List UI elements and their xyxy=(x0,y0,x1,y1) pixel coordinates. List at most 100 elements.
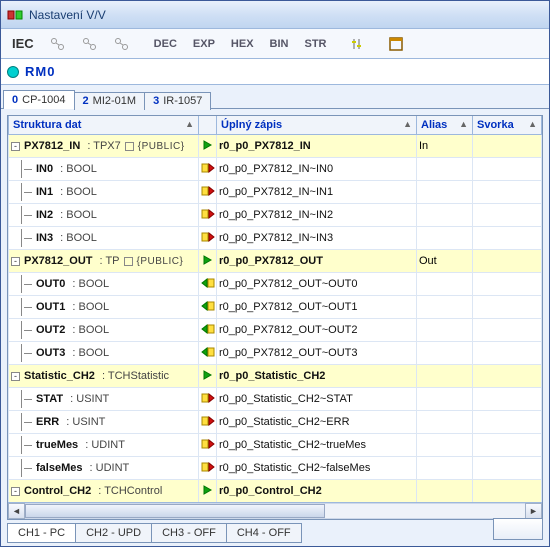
link2-icon[interactable] xyxy=(75,33,105,55)
expander-icon[interactable]: - xyxy=(11,487,20,496)
alias-cell[interactable]: Out xyxy=(417,250,473,273)
expander-icon[interactable]: - xyxy=(11,372,20,381)
node-type: : BOOL xyxy=(57,163,97,175)
terminal-cell[interactable] xyxy=(473,480,542,503)
col-terminal[interactable]: Svorka▲ xyxy=(473,116,542,135)
exp-button[interactable]: EXP xyxy=(186,33,222,55)
expander-icon[interactable]: - xyxy=(11,257,20,266)
leaf-row[interactable]: IN2 : BOOLr0_p0_PX7812_IN~IN2 xyxy=(9,204,542,227)
direction-icon xyxy=(199,411,217,434)
node-name: IN2 xyxy=(36,209,53,221)
public-checkbox[interactable] xyxy=(125,142,134,151)
grid-scroll[interactable]: Struktura dat▲ Úplný zápis▲ Alias▲ Svork… xyxy=(8,116,542,502)
module-tab[interactable]: 0CP-1004 xyxy=(3,90,75,109)
alias-cell[interactable] xyxy=(417,365,473,388)
alias-cell[interactable] xyxy=(417,158,473,181)
grid-header-row: Struktura dat▲ Úplný zápis▲ Alias▲ Svork… xyxy=(9,116,542,135)
leaf-row[interactable]: IN0 : BOOLr0_p0_PX7812_IN~IN0 xyxy=(9,158,542,181)
leaf-row[interactable]: IN1 : BOOLr0_p0_PX7812_IN~IN1 xyxy=(9,181,542,204)
link1-icon[interactable] xyxy=(43,33,73,55)
window-icon[interactable] xyxy=(382,33,410,55)
sliders-icon[interactable] xyxy=(344,33,372,55)
leaf-row[interactable]: OUT2 : BOOLr0_p0_PX7812_OUT~OUT2 xyxy=(9,319,542,342)
scroll-thumb[interactable] xyxy=(25,504,325,518)
leaf-row[interactable]: OUT0 : BOOLr0_p0_PX7812_OUT~OUT0 xyxy=(9,273,542,296)
node-type: : BOOL xyxy=(69,278,109,290)
alias-cell[interactable] xyxy=(417,319,473,342)
terminal-cell[interactable] xyxy=(473,273,542,296)
leaf-row[interactable]: OUT1 : BOOLr0_p0_PX7812_OUT~OUT1 xyxy=(9,296,542,319)
full-path: r0_p0_PX7812_IN~IN3 xyxy=(217,227,417,250)
node-name: IN0 xyxy=(36,163,53,175)
hex-button[interactable]: HEX xyxy=(224,33,261,55)
scroll-track[interactable] xyxy=(25,503,525,519)
group-row[interactable]: -Statistic_CH2 : TCHStatisticr0_p0_Stati… xyxy=(9,365,542,388)
group-row[interactable]: -PX7812_OUT : TP{PUBLIC}r0_p0_PX7812_OUT… xyxy=(9,250,542,273)
channel-tab[interactable]: CH2 - UPD xyxy=(75,523,152,543)
channel-tab[interactable]: CH3 - OFF xyxy=(151,523,227,543)
terminal-cell[interactable] xyxy=(473,319,542,342)
alias-cell[interactable] xyxy=(417,181,473,204)
alias-cell[interactable] xyxy=(417,296,473,319)
full-path: r0_p0_PX7812_OUT~OUT2 xyxy=(217,319,417,342)
alias-cell[interactable] xyxy=(417,227,473,250)
public-checkbox[interactable] xyxy=(124,257,133,266)
alias-cell[interactable] xyxy=(417,457,473,480)
node-type: : UDINT xyxy=(82,439,125,451)
channel-tab[interactable]: CH4 - OFF xyxy=(226,523,302,543)
horizontal-scrollbar[interactable]: ◄ ► xyxy=(8,502,542,519)
bin-button[interactable]: BIN xyxy=(263,33,296,55)
channel-tabstrip: CH1 - PCCH2 - UPDCH3 - OFFCH4 - OFF xyxy=(1,520,549,546)
module-tab[interactable]: 3IR-1057 xyxy=(144,92,211,110)
leaf-row[interactable]: trueMes : UDINTr0_p0_Statistic_CH2~trueM… xyxy=(9,434,542,457)
alias-cell[interactable] xyxy=(417,273,473,296)
node-type: : UDINT xyxy=(86,462,129,474)
leaf-row[interactable]: falseMes : UDINTr0_p0_Statistic_CH2~fals… xyxy=(9,457,542,480)
iec-button[interactable]: IEC xyxy=(5,33,41,55)
alias-cell[interactable] xyxy=(417,411,473,434)
terminal-cell[interactable] xyxy=(473,204,542,227)
full-path: r0_p0_Statistic_CH2~ERR xyxy=(217,411,417,434)
alias-cell[interactable] xyxy=(417,204,473,227)
alias-cell[interactable] xyxy=(417,342,473,365)
full-path: r0_p0_Statistic_CH2~trueMes xyxy=(217,434,417,457)
module-tab[interactable]: 2MI2-01M xyxy=(74,92,146,110)
terminal-cell[interactable] xyxy=(473,342,542,365)
footer-button[interactable] xyxy=(493,518,543,540)
expander-icon[interactable]: - xyxy=(11,142,20,151)
terminal-cell[interactable] xyxy=(473,388,542,411)
scroll-right-icon[interactable]: ► xyxy=(525,503,542,519)
col-alias[interactable]: Alias▲ xyxy=(417,116,473,135)
scroll-left-icon[interactable]: ◄ xyxy=(8,503,25,519)
terminal-cell[interactable] xyxy=(473,181,542,204)
group-row[interactable]: -PX7812_IN : TPX7{PUBLIC}r0_p0_PX7812_IN… xyxy=(9,135,542,158)
terminal-cell[interactable] xyxy=(473,434,542,457)
group-row[interactable]: -Control_CH2 : TCHControlr0_p0_Control_C… xyxy=(9,480,542,503)
terminal-cell[interactable] xyxy=(473,158,542,181)
node-type: : BOOL xyxy=(57,186,97,198)
terminal-cell[interactable] xyxy=(473,411,542,434)
terminal-cell[interactable] xyxy=(473,135,542,158)
leaf-row[interactable]: IN3 : BOOLr0_p0_PX7812_IN~IN3 xyxy=(9,227,542,250)
alias-cell[interactable]: In xyxy=(417,135,473,158)
link3-icon[interactable] xyxy=(107,33,137,55)
channel-tab[interactable]: CH1 - PC xyxy=(7,523,76,543)
col-icon[interactable] xyxy=(199,116,217,135)
terminal-cell[interactable] xyxy=(473,250,542,273)
alias-cell[interactable] xyxy=(417,388,473,411)
terminal-cell[interactable] xyxy=(473,227,542,250)
terminal-cell[interactable] xyxy=(473,457,542,480)
leaf-row[interactable]: OUT3 : BOOLr0_p0_PX7812_OUT~OUT3 xyxy=(9,342,542,365)
col-struct[interactable]: Struktura dat▲ xyxy=(9,116,199,135)
io-settings-window: Nastavení V/V IEC DEC EXP HEX BIN STR RM… xyxy=(0,0,550,547)
col-full[interactable]: Úplný zápis▲ xyxy=(217,116,417,135)
alias-cell[interactable] xyxy=(417,434,473,457)
leaf-row[interactable]: ERR : USINTr0_p0_Statistic_CH2~ERR xyxy=(9,411,542,434)
str-button[interactable]: STR xyxy=(298,33,334,55)
alias-cell[interactable] xyxy=(417,480,473,503)
leaf-row[interactable]: STAT : USINTr0_p0_Statistic_CH2~STAT xyxy=(9,388,542,411)
terminal-cell[interactable] xyxy=(473,296,542,319)
node-name: IN1 xyxy=(36,186,53,198)
dec-button[interactable]: DEC xyxy=(147,33,184,55)
terminal-cell[interactable] xyxy=(473,365,542,388)
